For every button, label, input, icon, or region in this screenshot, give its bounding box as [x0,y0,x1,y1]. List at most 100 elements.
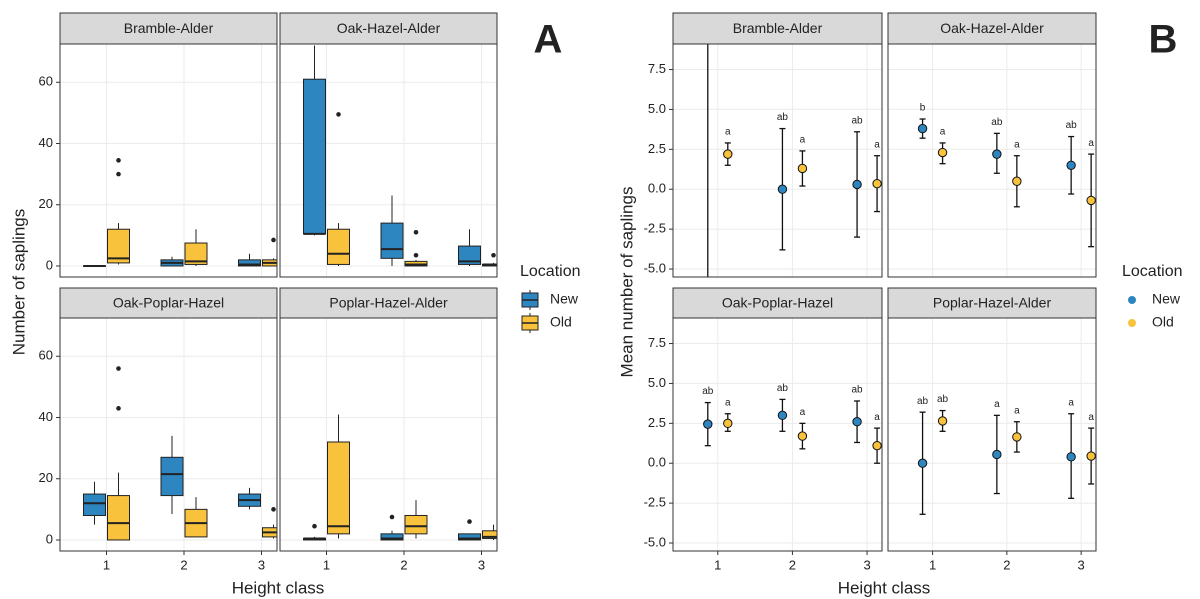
outlier [389,514,395,520]
panel-border [59,317,278,552]
outlier [271,237,276,243]
panel-border [59,43,278,278]
y-axis-label: Mean number of saplings [617,187,636,378]
box [380,222,404,259]
x-axis-label: Height class [232,578,325,597]
significance-label: a [1088,412,1094,423]
x-axis-label: Height class [838,578,931,597]
panel-border [672,317,883,552]
x-tick-label: 2 [180,557,187,572]
box [83,493,106,516]
significance-label: ab [852,115,864,126]
box [303,78,326,235]
strip [279,287,498,319]
y-tick-label: 7.5 [648,61,666,76]
point [992,449,1002,460]
y-tick-label: 5.0 [648,101,666,116]
panel-marks: ab ab a a a [707,44,882,277]
x-tick-label: 2 [400,557,407,572]
y-tick-label: 2.5 [648,415,666,430]
box [327,441,350,535]
y-tick-label: 40 [39,135,53,150]
x-tick-label: 1 [103,557,110,572]
box [107,228,130,264]
box [107,495,130,541]
y-tick-label: -5.0 [644,260,666,275]
panel-marks [83,158,277,267]
outlier [312,523,317,529]
point [797,431,808,441]
panel-border [279,43,498,278]
significance-label: ab [1066,120,1078,131]
strip [279,12,498,45]
point [917,123,928,134]
facet-title: Poplar-Hazel-Alder [933,295,1052,311]
outlier [336,112,341,117]
point [917,458,928,468]
significance-label: ab [852,385,864,396]
y-tick-label: 40 [39,409,53,424]
significance-label: a [725,397,731,408]
significance-label: a [994,399,1000,410]
panel-marks: ab a a ab a a [917,394,1096,515]
legend-label: Old [1152,314,1174,330]
significance-label: a [940,127,946,138]
outlier [413,252,419,258]
strip [887,12,1097,45]
significance-label: a [1068,397,1074,408]
point [723,418,733,429]
x-tick-label: 1 [323,557,330,572]
point [797,163,808,174]
panel [673,318,882,551]
x-tick-label: 2 [789,557,796,572]
legend-label: New [550,291,579,307]
y-tick-label: 0 [46,531,53,546]
panel-border [279,317,498,552]
point [1086,451,1096,461]
panel [888,44,1096,277]
significance-label: a [1014,139,1020,150]
panel-marks [303,414,497,541]
facet-title: Oak-Poplar-Hazel [722,295,833,311]
y-tick-label: 0.0 [648,455,666,470]
point [1066,452,1076,462]
panel-border [887,317,1097,552]
x-tick-label: 1 [714,557,721,572]
y-tick-label: 60 [39,74,53,89]
outlier [116,366,121,371]
point [777,410,788,421]
significance-label: a [800,407,806,418]
y-tick-label: 2.5 [648,141,666,156]
panel [888,318,1096,551]
legend-key [1128,319,1136,327]
y-tick-label: 0 [46,257,53,272]
facet-title: Bramble-Alder [733,20,823,36]
y-tick-label: -5.0 [644,534,666,549]
significance-label: ab [991,117,1003,128]
significance-label: a [800,135,806,146]
strip [887,287,1097,319]
significance-label: a [1014,405,1020,416]
y-tick-label: 5.0 [648,375,666,390]
panel-letter: B [1149,18,1178,62]
point [777,184,788,194]
panel-border [887,43,1097,278]
point [723,149,733,159]
legend-title: Location [1122,263,1183,280]
outlier [116,158,121,163]
legend-label: New [1152,291,1181,307]
outlier [271,507,276,512]
outlier [413,229,419,235]
box [482,530,497,539]
point [1066,160,1076,170]
box [327,228,350,265]
y-axis-label: Number of saplings [9,209,28,355]
box [404,514,428,535]
panel-border [672,43,883,278]
panel [60,318,277,551]
outlier [467,519,472,524]
x-tick-label: 2 [1003,557,1010,572]
point [937,416,948,426]
